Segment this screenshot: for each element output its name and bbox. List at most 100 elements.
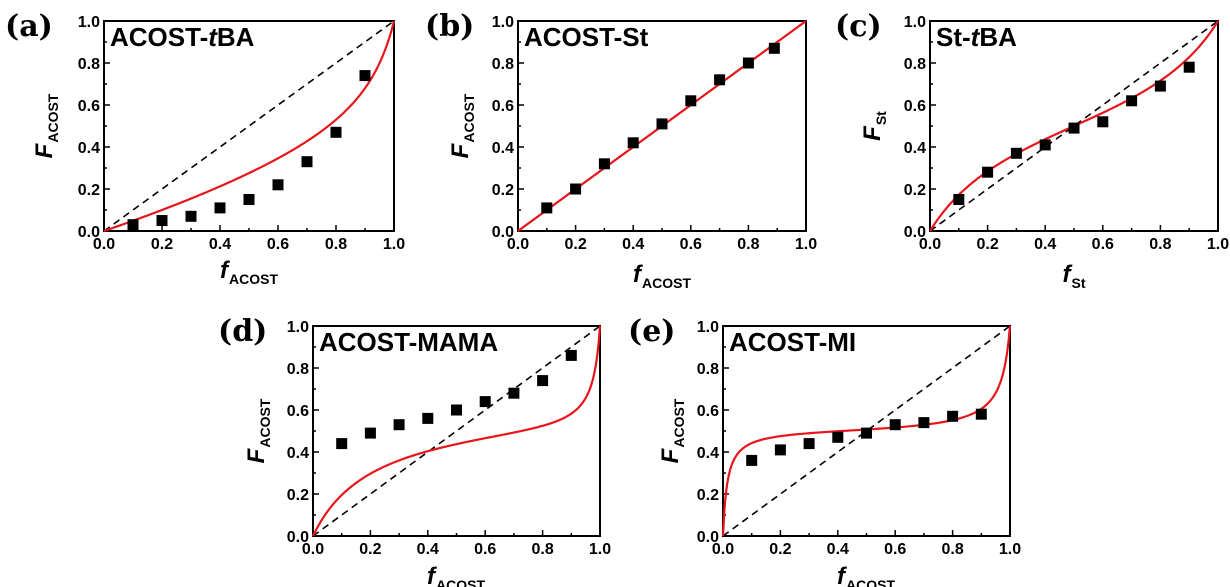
panel-title: ACOST-MI xyxy=(729,327,856,357)
data-point xyxy=(803,438,815,450)
y-tick-label: 0.0 xyxy=(287,529,309,546)
chart-panel-e: 0.00.0 0.2 0.2 0.4 0.4 0.6 0.6 0.8 0.8 1.0 1.0 (e) A… xyxy=(628,314,1021,587)
x-tick-label: 0.6 xyxy=(884,541,906,558)
y-tick-label: 1.0 xyxy=(904,14,926,31)
x-axis-title: fACOST xyxy=(220,257,278,287)
panel-title: St-tBA xyxy=(936,22,1017,52)
x-tick-label: 0.2 xyxy=(769,541,791,558)
chart-panel-d: 0.00.0 0.2 0.2 0.4 0.4 0.6 0.6 0.8 0.8 1.0 1.0 (d) A… xyxy=(218,314,611,587)
panel-title-part: ACOST- xyxy=(110,22,208,52)
x-axis-title-main: f xyxy=(837,563,847,587)
chart-panel-b: 0.00.0 0.2 0.2 0.4 0.4 0.6 0.6 0.8 0.8 1.0 1.0 (b) A… xyxy=(425,9,817,291)
panel-title-part: ACOST-St xyxy=(524,22,649,52)
data-point xyxy=(479,396,491,408)
panel-title-part: BA xyxy=(217,22,255,52)
x-axis-title-sub: St xyxy=(1072,275,1086,291)
y-tick-label: 1.0 xyxy=(697,319,719,336)
y-axis-title-main: F xyxy=(31,142,58,158)
data-point xyxy=(508,387,520,399)
y-axis-title-sub: ACOST xyxy=(45,93,61,142)
x-tick-label: 0.2 xyxy=(359,541,381,558)
y-tick-label: 0.4 xyxy=(904,140,926,157)
data-point xyxy=(393,419,405,431)
y-axis-title: FSt xyxy=(859,111,889,141)
data-point xyxy=(1039,139,1051,151)
data-point xyxy=(1097,116,1109,128)
panel-title-part: ACOST-MI xyxy=(729,327,856,357)
chart-panel-c: 0.00.0 0.2 0.2 0.4 0.4 0.6 0.6 0.8 0.8 1.0 1.0 (c) S… xyxy=(835,9,1229,291)
x-axis-title-sub: ACOST xyxy=(642,275,691,291)
y-tick-label: 0.4 xyxy=(697,445,719,462)
x-tick-label: 0.4 xyxy=(417,541,439,558)
x-axis-title-sub: ACOST xyxy=(846,577,895,587)
data-point xyxy=(451,404,462,416)
data-point xyxy=(746,454,758,466)
data-point xyxy=(243,194,255,205)
panel-title-part: St- xyxy=(936,22,971,52)
panel-title-part: BA xyxy=(979,22,1017,52)
x-axis-title-main: f xyxy=(220,257,230,284)
data-point xyxy=(889,419,901,431)
y-tick-label: 0.8 xyxy=(78,56,100,73)
x-tick-label: 0.2 xyxy=(564,236,586,253)
x-tick-label: 0.8 xyxy=(531,541,553,558)
data-point xyxy=(832,431,844,443)
y-tick-label: 0.0 xyxy=(78,224,100,241)
y-axis-title-main: F xyxy=(243,447,270,463)
y-tick-label: 0.6 xyxy=(904,98,926,115)
data-point xyxy=(1068,122,1080,134)
data-point xyxy=(1154,80,1166,92)
y-axis-title-sub: St xyxy=(873,111,889,125)
data-point xyxy=(947,410,959,422)
data-point xyxy=(774,444,786,456)
x-tick-label: 0.6 xyxy=(267,236,289,253)
data-point xyxy=(1126,95,1138,107)
y-tick-label: 0.6 xyxy=(287,403,309,420)
x-tick-label: 1.0 xyxy=(999,541,1021,558)
y-axis-title-sub: ACOST xyxy=(671,398,687,447)
data-point xyxy=(565,349,577,361)
x-tick-label: 0.0 xyxy=(712,541,734,558)
y-tick-label: 1.0 xyxy=(492,14,514,31)
x-tick-label: 0.2 xyxy=(151,236,173,253)
y-tick-label: 0.4 xyxy=(492,140,514,157)
panel-label: (e) xyxy=(628,314,675,349)
x-axis-title: fSt xyxy=(1063,261,1086,291)
data-point xyxy=(541,202,553,214)
y-tick-label: 0.6 xyxy=(697,403,719,420)
data-point xyxy=(1183,61,1195,73)
data-point xyxy=(768,42,780,54)
y-tick-label: 0.0 xyxy=(492,224,514,241)
data-point xyxy=(272,179,284,191)
data-point xyxy=(127,219,139,231)
data-point xyxy=(627,137,639,149)
y-tick-label: 0.2 xyxy=(78,182,100,199)
x-tick-label: 0.0 xyxy=(919,236,941,253)
y-tick-label: 0.4 xyxy=(78,140,100,157)
data-point xyxy=(656,118,668,130)
fit-curve xyxy=(312,325,602,537)
data-point xyxy=(975,408,987,420)
x-tick-label: 0.0 xyxy=(507,236,529,253)
panel-title: ACOST-St xyxy=(524,22,649,52)
y-tick-label: 1.0 xyxy=(78,14,100,31)
y-tick-label: 0.6 xyxy=(492,98,514,115)
panel-label: (c) xyxy=(835,9,882,44)
x-axis-title: fACOST xyxy=(837,563,895,587)
data-point xyxy=(861,427,872,439)
y-tick-label: 0.4 xyxy=(287,445,309,462)
data-point xyxy=(185,210,197,222)
y-axis-title: FACOST xyxy=(447,93,477,158)
x-axis-title: fACOST xyxy=(427,563,485,587)
y-tick-label: 0.2 xyxy=(904,182,926,199)
data-point xyxy=(422,412,434,424)
data-point xyxy=(1010,147,1022,159)
data-point xyxy=(685,95,697,107)
y-axis-title-main: F xyxy=(447,142,474,158)
x-tick-label: 0.6 xyxy=(680,236,702,253)
x-tick-label: 0.6 xyxy=(1092,236,1114,253)
y-axis-title-sub: ACOST xyxy=(257,398,273,447)
y-tick-label: 0.8 xyxy=(287,361,309,378)
y-tick-label: 0.2 xyxy=(287,487,309,504)
